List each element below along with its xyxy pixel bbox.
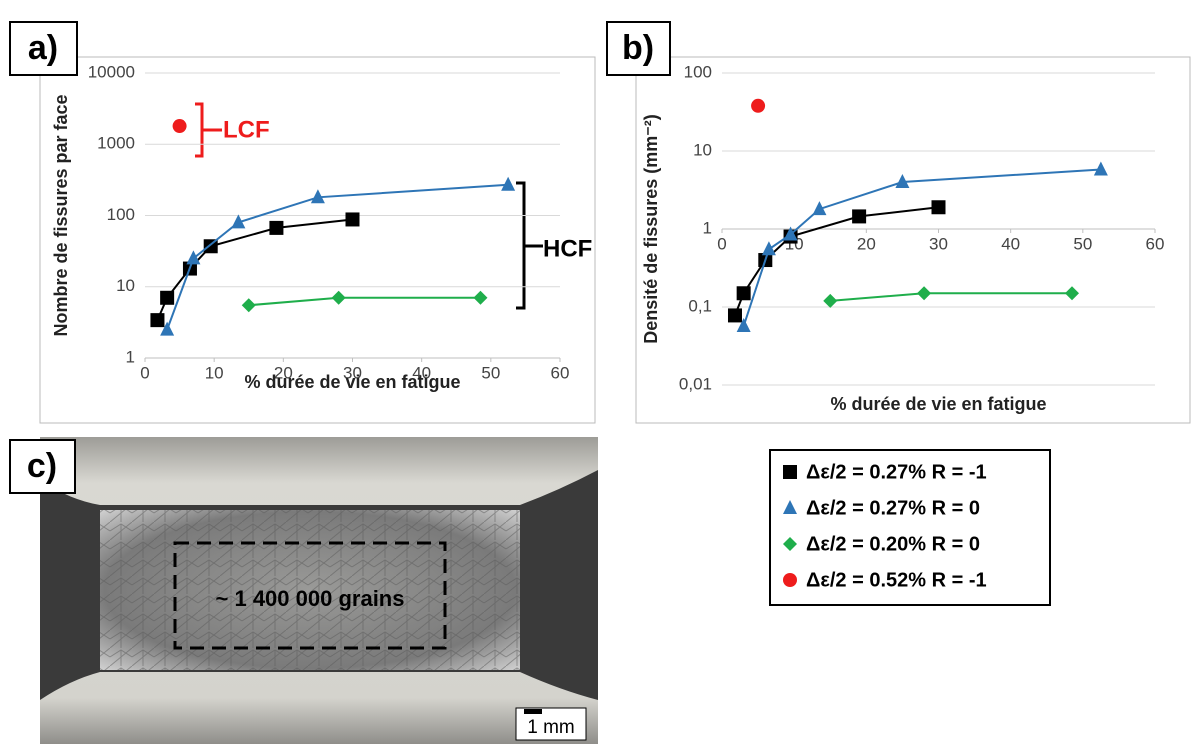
y-tick-label: 1000 (97, 134, 135, 153)
marker (852, 209, 867, 224)
y-axis-title: Nombre de fissures par face (51, 94, 71, 336)
panel-label: c) (27, 447, 57, 485)
marker (736, 286, 751, 301)
legend-marker (783, 465, 797, 479)
y-tick-label: 10 (116, 276, 135, 295)
lcf-label: LCF (223, 116, 270, 143)
marker (160, 290, 175, 305)
marker (783, 226, 798, 241)
marker (150, 313, 165, 328)
marker (310, 189, 325, 204)
panel-labels: a) b) c) (9, 21, 671, 494)
x-axis-title: % durée de vie en fatigue (830, 394, 1046, 414)
legend-marker (783, 500, 797, 514)
marker (761, 241, 776, 256)
legend-label: Δε/2 = 0.27% R = 0 (806, 497, 980, 519)
marker (269, 220, 284, 235)
x-tick-label: 60 (1146, 234, 1165, 253)
chart-b-frame (635, 56, 1191, 424)
scale-label: 1 mm (527, 717, 575, 738)
x-tick-label: 0 (140, 363, 149, 382)
marker (736, 318, 751, 333)
legend-label: Δε/2 = 0.52% R = -1 (806, 569, 987, 591)
x-tick-label: 30 (929, 234, 948, 253)
x-tick-label: 20 (274, 363, 293, 382)
y-tick-label: 0,01 (679, 374, 712, 393)
y-tick-label: 100 (684, 62, 712, 81)
marker (331, 290, 346, 305)
x-tick-label: 50 (481, 363, 500, 382)
marker (823, 293, 838, 308)
x-tick-label: 0 (717, 234, 726, 253)
y-tick-label: 1 (703, 218, 712, 237)
legend-label: Δε/2 = 0.20% R = 0 (806, 533, 980, 555)
y-tick-label: 10 (693, 140, 712, 159)
y-tick-label: 0,1 (688, 296, 712, 315)
x-axis-title: % durée de vie en fatigue (244, 372, 460, 392)
chart-a-frame (39, 56, 596, 424)
panel-label: a) (28, 29, 58, 67)
legend-marker (783, 537, 797, 551)
panel-label: b) (622, 29, 654, 67)
photo: ~ 1 400 000 grains 1 mm (40, 437, 598, 744)
marker (1093, 161, 1108, 176)
x-tick-label: 40 (1001, 234, 1020, 253)
marker (241, 298, 256, 313)
x-tick-label: 40 (412, 363, 431, 382)
y-axis-title: Densité de fissures (mm⁻²) (641, 114, 661, 344)
marker (172, 119, 187, 134)
x-tick-label: 20 (857, 234, 876, 253)
x-tick-label: 10 (205, 363, 224, 382)
legend-marker (783, 573, 797, 587)
marker (231, 214, 246, 229)
marker (1065, 286, 1080, 301)
grains-label: ~ 1 400 000 grains (216, 586, 405, 611)
x-tick-label: 60 (551, 363, 570, 382)
marker (727, 308, 742, 323)
marker (895, 174, 910, 189)
x-tick-label: 50 (1073, 234, 1092, 253)
marker (473, 290, 488, 305)
legend-frame (769, 449, 1051, 606)
marker (917, 286, 932, 301)
brackets: LCF HCF (195, 102, 592, 310)
hcf-label: HCF (543, 235, 592, 262)
marker (812, 201, 827, 216)
marker (931, 200, 946, 215)
marker (345, 212, 360, 227)
marker (160, 321, 175, 336)
series-line (742, 168, 1101, 327)
marker (501, 176, 516, 191)
y-tick-label: 100 (107, 205, 135, 224)
marker (751, 98, 766, 113)
legend-label: Δε/2 = 0.27% R = -1 (806, 461, 987, 483)
y-tick-label: 10000 (88, 62, 135, 81)
x-tick-label: 30 (343, 363, 362, 382)
y-tick-label: 1 (126, 347, 135, 366)
marker (186, 250, 201, 265)
